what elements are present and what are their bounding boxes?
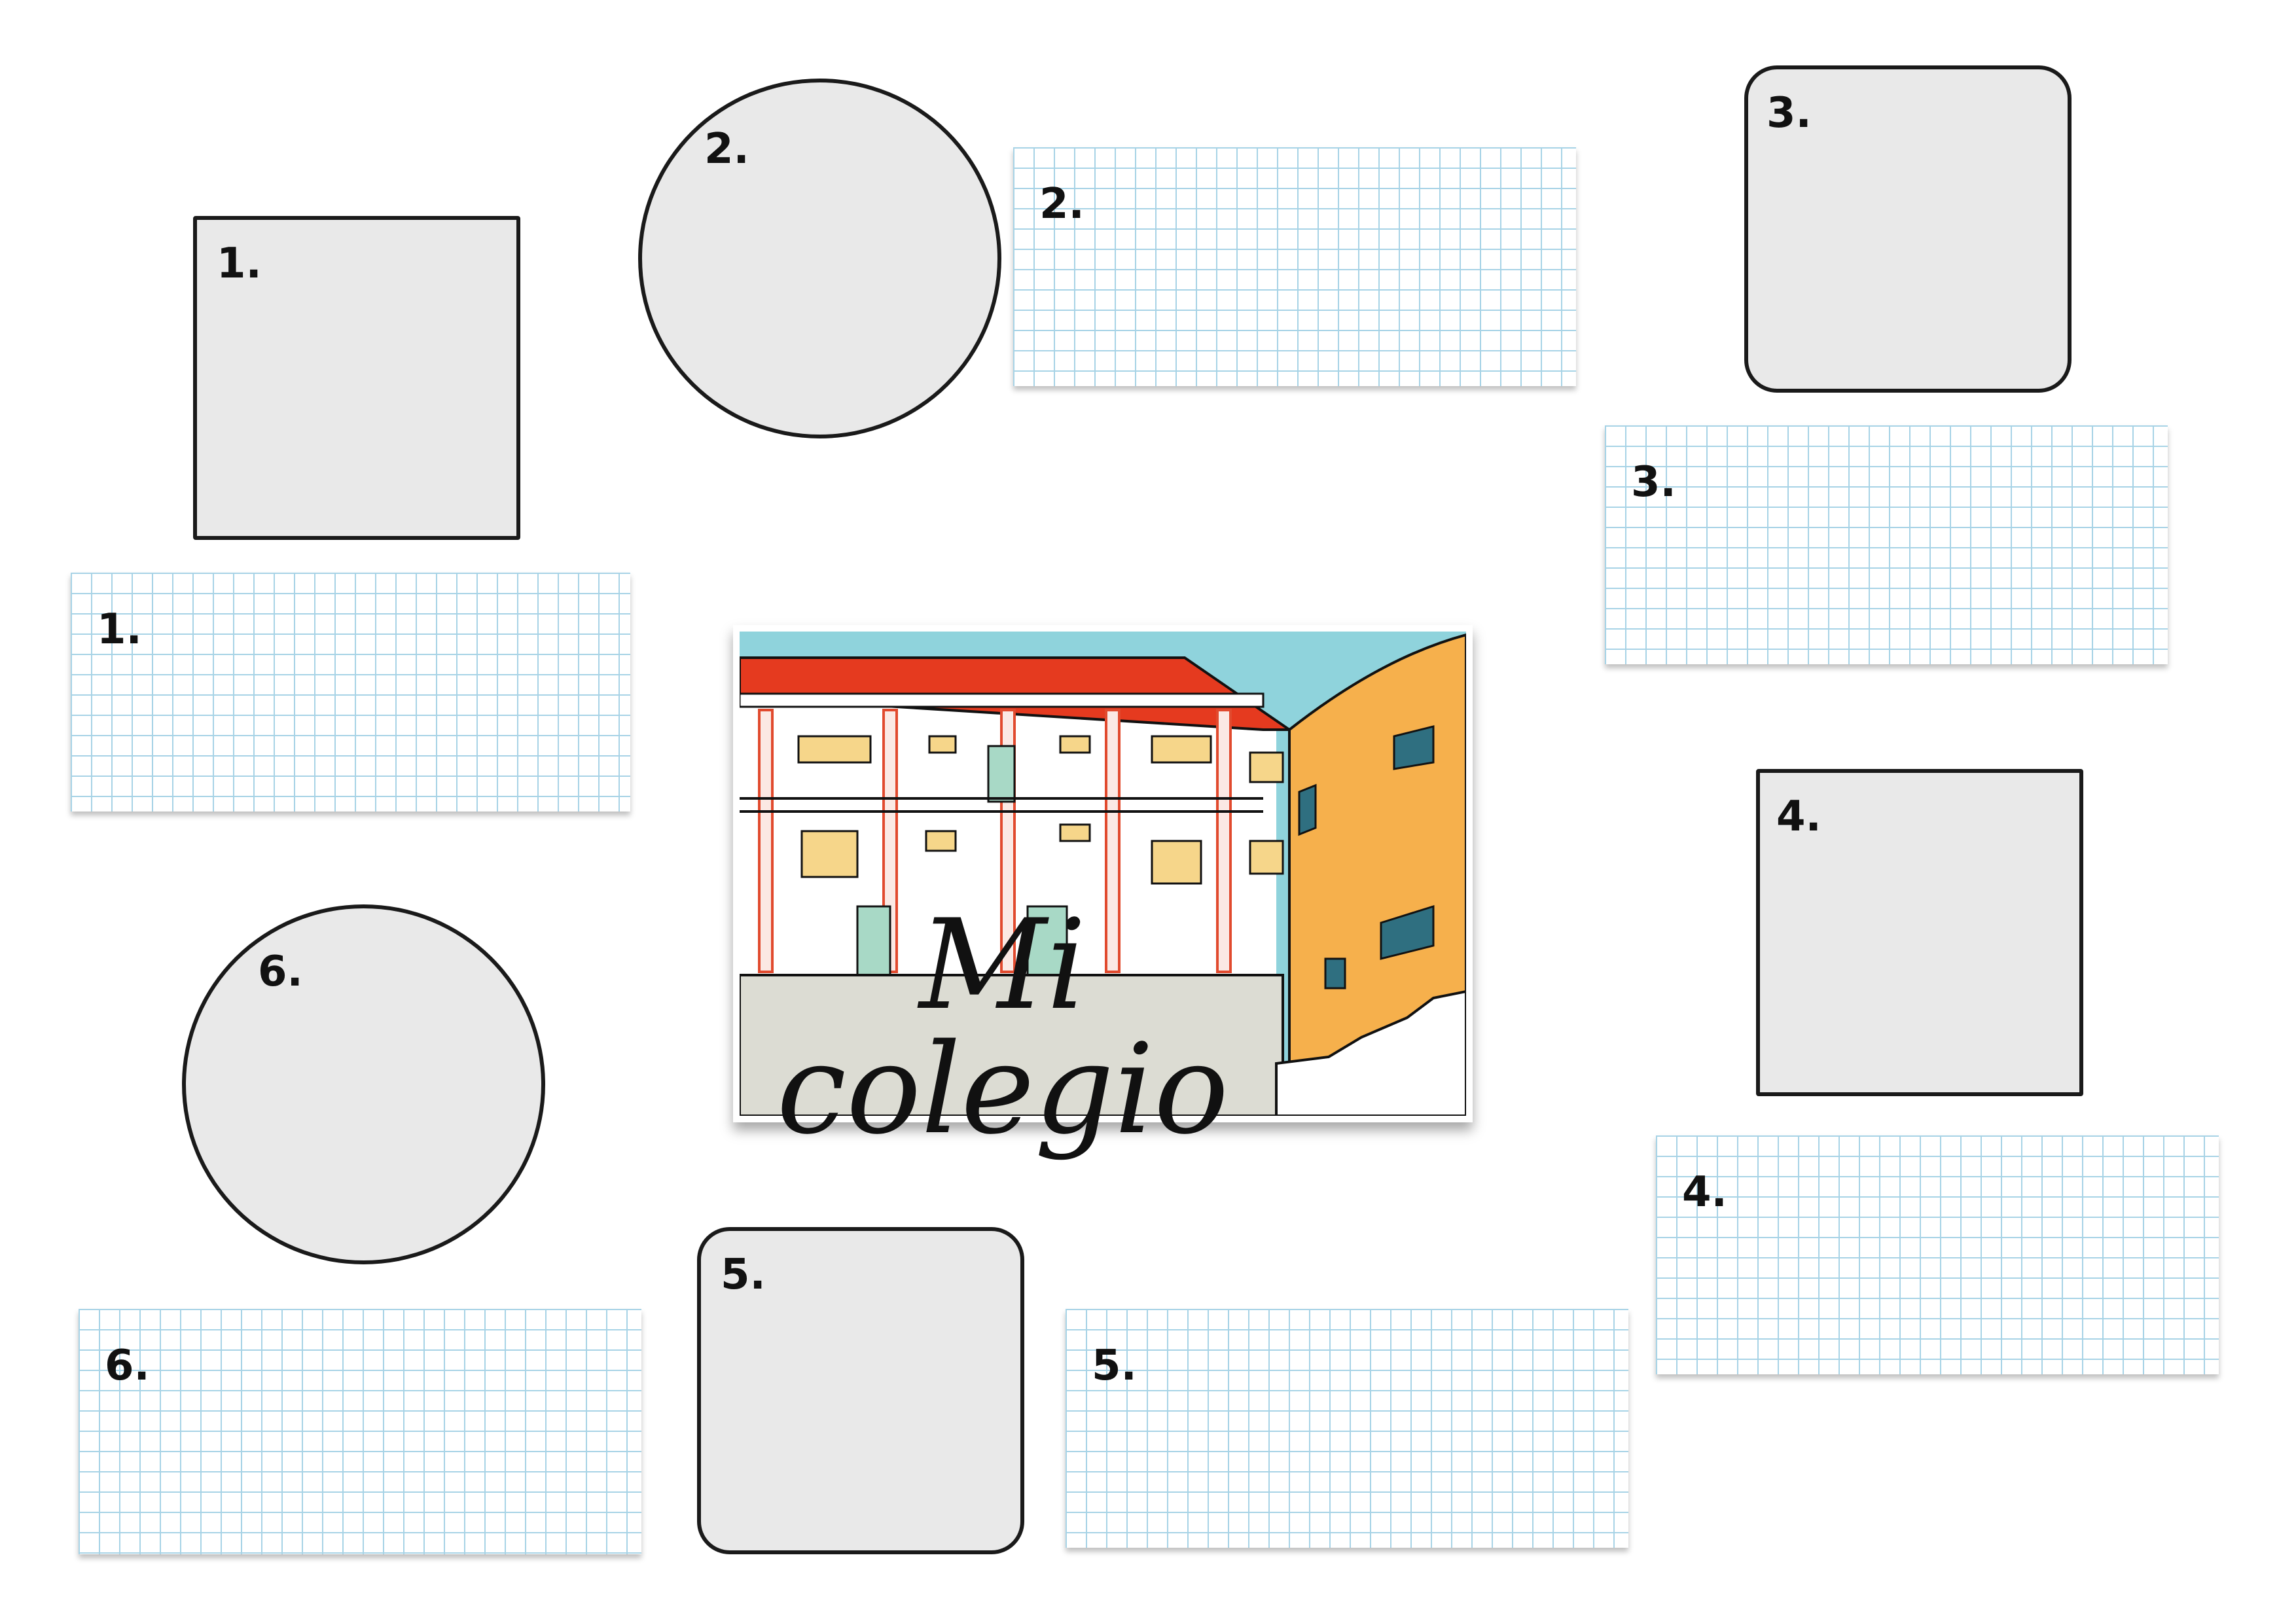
picture-frame-1: 1. [193,216,520,540]
writing-grid-5[interactable]: 5. [1066,1309,1628,1548]
picture-frame-2: 2. [638,79,1001,438]
frame-number: 6. [258,948,303,996]
frame-number: 1. [217,240,262,288]
grid-number: 6. [105,1342,150,1390]
writing-grid-6[interactable]: 6. [79,1309,641,1554]
frame-number: 2. [704,125,749,173]
school-building-illustration [740,632,1466,1116]
writing-grid-1[interactable]: 1. [71,573,630,812]
frame-number: 5. [721,1251,766,1299]
picture-frame-6: 6. [182,904,545,1264]
grid-number: 1. [97,605,142,654]
grid-number: 3. [1631,458,1676,507]
card-title: Mi colegio [776,893,1229,1162]
grid-number: 2. [1039,180,1085,228]
frame-number: 4. [1776,793,1821,841]
picture-frame-4: 4. [1756,769,2083,1096]
writing-grid-2[interactable]: 2. [1013,147,1576,386]
grid-number: 4. [1682,1168,1727,1217]
picture-frame-3: 3. [1744,65,2072,393]
picture-frame-5: 5. [697,1227,1024,1554]
writing-grid-3[interactable]: 3. [1605,425,2168,664]
school-illustration-card [733,625,1473,1122]
writing-grid-4[interactable]: 4. [1656,1135,2219,1374]
frame-number: 3. [1767,89,1812,137]
grid-number: 5. [1092,1342,1137,1390]
